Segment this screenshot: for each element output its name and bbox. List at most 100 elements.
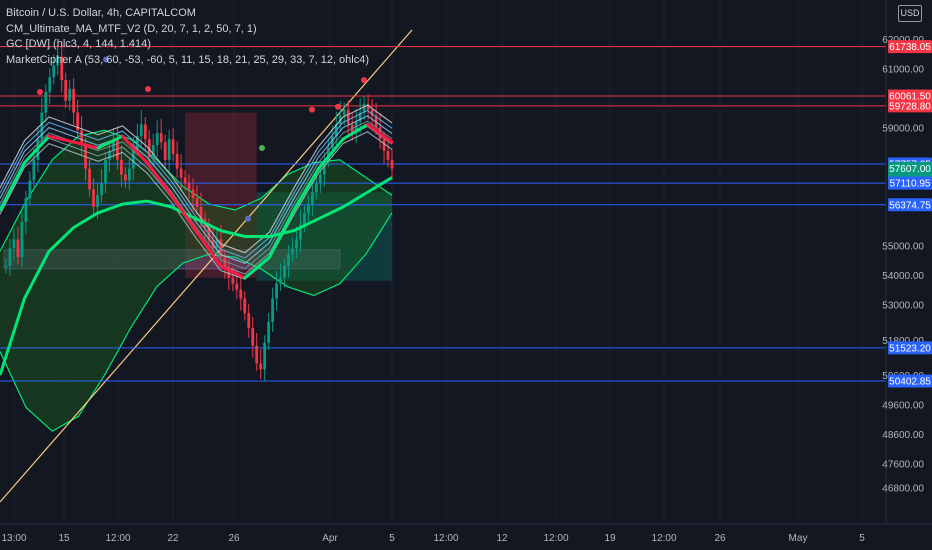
- currency-button[interactable]: USD: [898, 5, 922, 22]
- candle: [92, 189, 95, 207]
- price-label: 57607.00: [889, 164, 931, 175]
- y-tick-label: 48600.00: [882, 430, 924, 441]
- x-tick-label: 12:00: [543, 533, 568, 544]
- x-tick-label: 12:00: [105, 533, 130, 544]
- candle: [40, 112, 44, 140]
- cm_ma_fast-segment: [268, 208, 296, 259]
- candle: [255, 345, 259, 364]
- indicator-marketcipher[interactable]: MarketCipher A (53, 60, -53, -60, 5, 11,…: [6, 53, 370, 66]
- candle: [386, 150, 390, 160]
- indicator-cm-ultimate[interactable]: CM_Ultimate_MA_MTF_V2 (D, 20, 7, 1, 2, 5…: [6, 22, 257, 35]
- cm_ma_fast-segment: [366, 122, 394, 144]
- candle: [8, 248, 12, 266]
- ribbon-line: [0, 104, 393, 254]
- ribbon-line: [0, 115, 393, 264]
- candle: [287, 254, 290, 266]
- candle: [243, 298, 247, 314]
- signal-marker: [37, 88, 43, 95]
- cm_ma_fast-segment: [96, 134, 124, 150]
- candle: [183, 177, 187, 184]
- candle: [120, 159, 123, 175]
- x-tick-label: May: [789, 533, 808, 544]
- signal-marker: [245, 215, 251, 222]
- y-tick-label: 61000.00: [882, 64, 924, 75]
- candle: [163, 142, 167, 160]
- candle: [267, 322, 271, 343]
- ribbon-line: [0, 131, 393, 280]
- candle: [139, 124, 143, 137]
- candle: [60, 56, 64, 81]
- cm_ma_fast-segment: [0, 161, 26, 212]
- gc-band-lower: [0, 212, 393, 432]
- indicator-gc[interactable]: GC [DW] (hlc3, 4, 144, 1.414): [6, 38, 151, 50]
- candle: [12, 239, 16, 249]
- cm_ma_fast-segment: [219, 264, 247, 280]
- candle: [72, 89, 76, 113]
- price-label: 50402.85: [889, 376, 931, 387]
- candle: [104, 159, 107, 184]
- candle: [167, 139, 171, 160]
- price-label: 60061.50: [889, 92, 931, 103]
- signal-marker: [309, 106, 315, 113]
- candle: [56, 56, 60, 66]
- candle: [326, 148, 330, 160]
- cm_ma_fast-segment: [243, 255, 271, 280]
- candle: [311, 192, 314, 205]
- candle: [342, 109, 346, 116]
- x-tick-label: 26: [714, 533, 726, 544]
- candle: [295, 239, 298, 249]
- candle: [48, 77, 52, 92]
- price-label-bg: [888, 198, 932, 212]
- y-tick-label: 47600.00: [882, 460, 924, 471]
- candle: [155, 133, 159, 146]
- candle: [32, 159, 36, 181]
- candle: [291, 248, 294, 255]
- candle: [330, 136, 334, 148]
- symbol-title[interactable]: Bitcoin / U.S. Dollar, 4h, CAPITALCOM: [6, 7, 196, 19]
- x-tick-label: 13:00: [1, 533, 26, 544]
- cm_ma_fast-segment: [145, 161, 173, 197]
- candle: [322, 159, 326, 175]
- candle: [346, 109, 350, 125]
- candle: [307, 204, 310, 213]
- y-tick-label: 49600.00: [882, 401, 924, 412]
- price-label-bg: [888, 89, 932, 103]
- y-tick-label: 51800.00: [882, 336, 924, 347]
- price-label-bg: [888, 99, 932, 113]
- cm_ma_fast-segment: [72, 140, 100, 150]
- candle: [382, 139, 386, 151]
- candle: [127, 168, 131, 181]
- signal-marker: [259, 145, 265, 151]
- x-tick-label: 5: [859, 533, 865, 544]
- price-label: 56374.75: [889, 200, 931, 211]
- candle: [108, 150, 111, 160]
- price-label: 61738.05: [889, 42, 931, 53]
- trend-line: [0, 29, 413, 503]
- candle: [271, 298, 275, 323]
- x-tick-label: 19: [604, 533, 616, 544]
- cm_ma_fast-segment: [292, 167, 320, 212]
- gc-band-upper: [0, 129, 393, 252]
- candle: [88, 168, 91, 190]
- candle: [52, 65, 56, 78]
- candle: [354, 121, 358, 134]
- candle: [279, 277, 282, 284]
- candle: [143, 124, 147, 140]
- candle: [175, 153, 179, 169]
- candle: [20, 221, 24, 258]
- price-label: 59728.80: [889, 101, 931, 112]
- price-label-bg: [888, 40, 932, 54]
- x-tick-label: 12:00: [651, 533, 676, 544]
- candle: [131, 148, 135, 169]
- candle: [80, 130, 84, 146]
- price-label: 57110.95: [890, 179, 931, 190]
- candle: [96, 195, 99, 207]
- candle: [64, 80, 68, 101]
- price-label-bg: [888, 374, 932, 388]
- candle: [171, 139, 175, 154]
- candle: [247, 313, 251, 328]
- signal-marker: [103, 56, 109, 63]
- signal-marker: [361, 77, 367, 84]
- candle: [390, 159, 394, 169]
